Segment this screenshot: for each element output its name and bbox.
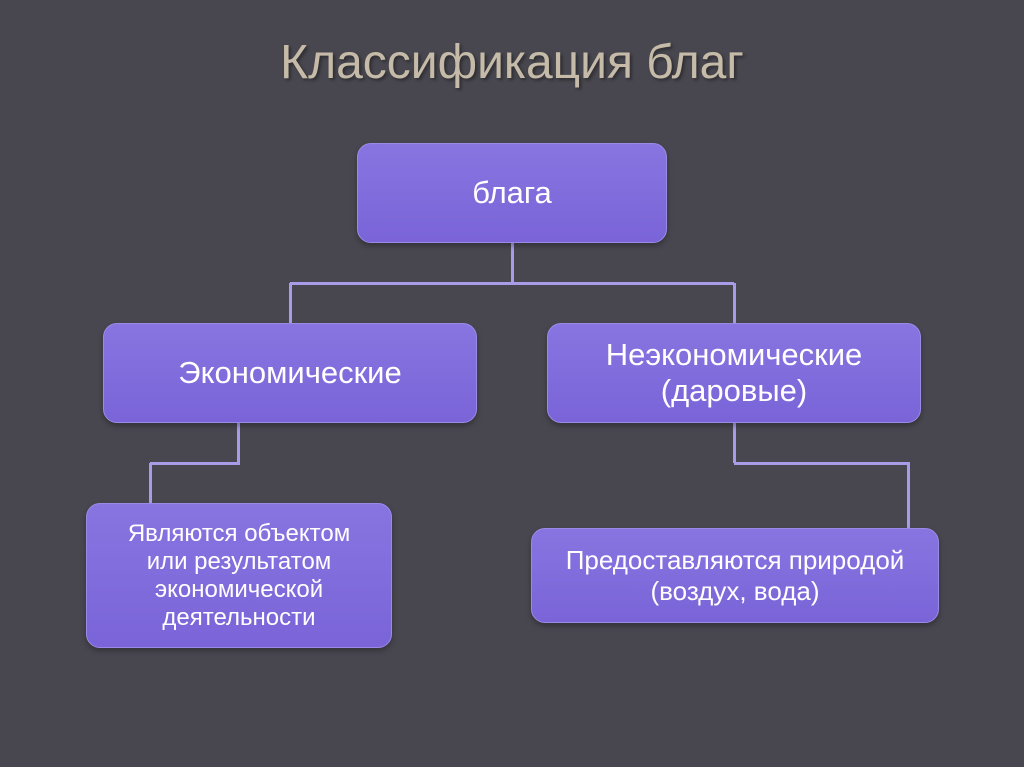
node-label-left1: Экономические — [178, 355, 401, 391]
node-label-left2: Являются объектом или результатом эконом… — [107, 520, 371, 632]
node-label-right1: Неэкономические (даровые) — [568, 337, 900, 409]
connector-4 — [237, 423, 240, 463]
node-label-root: блага — [472, 175, 552, 211]
connector-6 — [149, 463, 152, 503]
slide-title: Классификация благ — [0, 0, 1024, 90]
connector-8 — [734, 462, 910, 465]
connector-7 — [733, 423, 736, 463]
node-right1: Неэкономические (даровые) — [547, 323, 921, 423]
node-label-right2: Предоставляются природой (воздух, вода) — [552, 545, 918, 607]
connector-5 — [150, 462, 240, 465]
node-left2: Являются объектом или результатом эконом… — [86, 503, 392, 648]
connector-2 — [289, 283, 292, 323]
connector-9 — [907, 463, 910, 528]
connector-3 — [733, 283, 736, 323]
connector-1 — [290, 282, 734, 285]
node-root: блага — [357, 143, 667, 243]
connector-0 — [511, 243, 514, 283]
node-right2: Предоставляются природой (воздух, вода) — [531, 528, 939, 623]
node-left1: Экономические — [103, 323, 477, 423]
